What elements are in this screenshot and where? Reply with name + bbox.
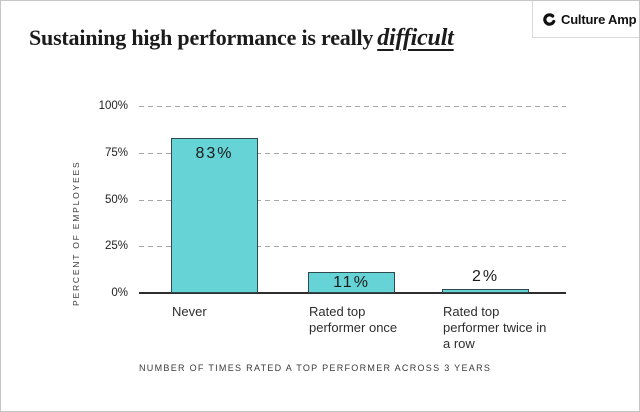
gridline-50 [139, 199, 566, 201]
y-tick-label: 50% [104, 193, 128, 206]
x-axis-title: NUMBER OF TIMES RATED A TOP PERFORMER AC… [139, 363, 492, 373]
bar-2 [308, 272, 395, 293]
y-tick-label: 75% [104, 146, 128, 159]
category-label-1: Never [172, 304, 207, 319]
y-tick-label: 25% [104, 240, 128, 253]
x-axis-line [139, 292, 566, 294]
page-title-emphasis: difficult [377, 25, 454, 51]
gridline-25 [139, 246, 566, 248]
y-tick-label: 0% [111, 287, 128, 299]
y-tick-label: 100% [98, 100, 128, 112]
bar-value-label: 11% [333, 274, 370, 292]
bar-value-label: 83% [195, 144, 234, 162]
culture-amp-c-icon [543, 12, 556, 26]
page-title-main: Sustaining high performance is really [29, 25, 374, 50]
bar-value-label: 2% [471, 268, 500, 286]
brand-name: Culture Amp [561, 11, 637, 27]
gridline-75 [139, 152, 566, 154]
gridline-100 [139, 106, 566, 107]
category-label-2: Rated top performer once [309, 304, 398, 335]
bar-3 [442, 289, 529, 293]
brand-logo: Culture Amp [532, 1, 639, 38]
category-label-3: Rated top performer twice in a row [443, 304, 547, 351]
page-title: Sustaining high performance is really dif… [29, 25, 454, 52]
bar-1 [171, 137, 258, 293]
